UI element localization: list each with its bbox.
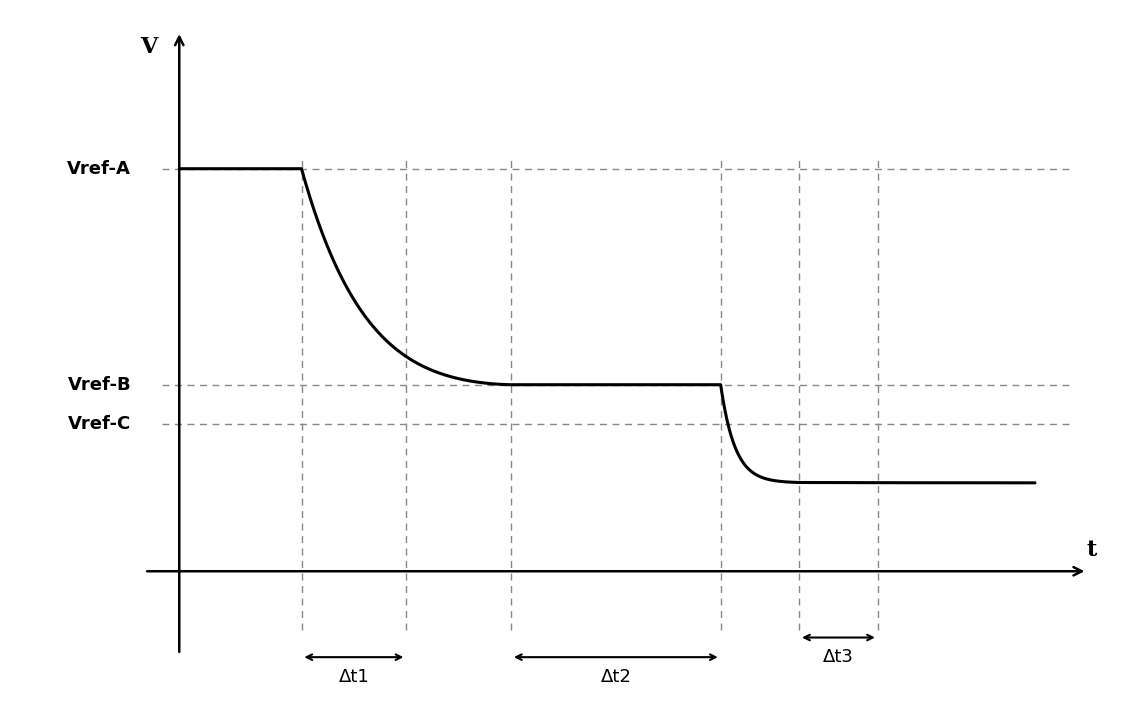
Text: Vref-B: Vref-B [68,375,131,394]
Text: Vref-C: Vref-C [68,415,131,433]
Text: Vref-A: Vref-A [68,159,131,178]
Text: t: t [1087,539,1097,561]
Text: Δt2: Δt2 [600,668,632,686]
Text: V: V [140,36,157,58]
Text: Δt3: Δt3 [823,649,854,666]
Text: Δt1: Δt1 [339,668,370,686]
